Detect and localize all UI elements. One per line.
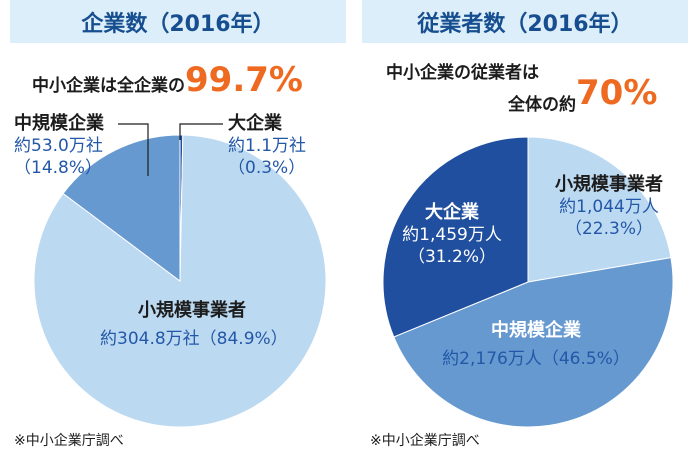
label-large-employees: 大企業 約1,459万人 （31.2%） [392, 202, 512, 268]
employees-slice-2 [382, 136, 529, 338]
leader-line-large-companies [179, 123, 223, 140]
label-mid-employees-value: 約2,176万人 [442, 349, 542, 369]
label-mid-employees-name: 中規模企業 [491, 320, 581, 341]
label-mid-companies-name: 中規模企業 [14, 113, 104, 134]
label-small-companies-figures: 約304.8万社（84.9%） [100, 328, 288, 350]
leader-line-mid-companies [118, 123, 149, 176]
headline-employees-line2: 全体の約 [508, 95, 576, 115]
label-mid-employees: 中規模企業 約2,176万人（46.5%） [436, 320, 636, 370]
source-note-companies: ※中小企業庁調べ [14, 433, 124, 449]
label-mid-companies: 中規模企業 約53.0万社 （14.8%） [14, 113, 104, 179]
chart-title-companies: 企業数（2016年） [10, 0, 346, 43]
label-large-companies-name: 大企業 [228, 113, 282, 134]
label-small-employees-name: 小規模事業者 [555, 174, 663, 195]
label-small-employees: 小規模事業者 約1,044万人 （22.3%） [544, 174, 674, 240]
label-large-companies-value: 約1.1万社 [228, 136, 307, 156]
headline-companies: 中小企業は全企業の99.7% [32, 60, 303, 100]
companies-slice-1 [62, 134, 181, 282]
employees-slice-0 [527, 136, 672, 283]
headline-employees-line1: 中小企業の従業者は [386, 63, 539, 83]
chart-title-employees: 従業者数（2016年） [362, 0, 688, 43]
label-small-companies-value: 約304.8万社 [100, 329, 200, 349]
headline-companies-value: 99.7% [185, 60, 303, 100]
label-mid-companies-value: 約53.0万社 [14, 136, 103, 156]
label-small-employees-value: 約1,044万人 [559, 197, 659, 217]
headline-employees: 中小企業の従業者は 全体の約70% [386, 60, 657, 118]
employees-slice-1 [393, 257, 674, 428]
label-large-employees-value: 約1,459万人 [402, 225, 502, 245]
source-note-employees: ※中小企業庁調べ [370, 433, 480, 449]
label-large-companies-percent: （0.3%） [228, 158, 306, 178]
label-large-employees-percent: （31.2%） [407, 247, 496, 267]
label-small-companies-name: 小規模事業者 [138, 300, 246, 321]
label-small-companies: 小規模事業者 約304.8万社（84.9%） [100, 300, 288, 350]
label-mid-employees-percent: （46.5%） [541, 349, 630, 369]
label-large-companies: 大企業 約1.1万社 （0.3%） [228, 113, 306, 179]
label-small-employees-percent: （22.3%） [564, 219, 653, 239]
headline-employees-value: 70% [576, 73, 658, 113]
label-small-companies-percent: （84.9%） [199, 329, 288, 349]
headline-companies-text: 中小企業は全企業の [32, 76, 185, 96]
label-mid-companies-percent: （14.8%） [14, 158, 103, 178]
label-large-employees-name: 大企業 [425, 202, 479, 223]
pie-employees [382, 136, 674, 428]
label-mid-employees-figures: 約2,176万人（46.5%） [436, 348, 636, 370]
